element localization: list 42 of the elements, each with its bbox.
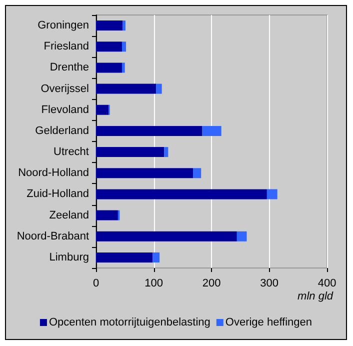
bar [202,126,222,136]
y-tick-label: Noord-Holland [18,167,89,180]
bar [96,84,156,94]
y-tick-label: Friesland [44,40,89,53]
bar [96,147,164,158]
x-axis-title: mln gld [298,290,334,302]
bar [96,126,202,136]
y-tick-label: Drenthe [50,62,89,74]
bar [96,42,122,52]
y-tick-label: Utrecht [54,146,89,158]
bar [193,168,202,178]
bar [96,231,237,242]
bar [96,189,267,200]
x-tick-label: 400 [318,278,336,290]
bar [96,252,153,262]
y-tick-label: Zuid-Holland [26,188,89,200]
y-tick-label: Flevoland [41,104,89,116]
legend-label: Overige heffingen [225,316,312,328]
bar [122,62,125,73]
y-tick-label: Zeeland [49,209,89,222]
x-tick-label: 200 [202,278,221,290]
bar [96,168,194,178]
bar [236,231,247,242]
bar [96,210,118,220]
bar [96,62,122,73]
y-tick-label: Limburg [49,251,89,264]
bar [152,252,160,262]
x-tick-label: 300 [260,278,278,290]
bar [156,84,162,94]
bar [122,42,126,52]
legend-label: Opcenten motorrijtuigenbelasting [48,316,210,328]
y-tick-label: Overijssel [40,82,89,95]
bar [122,20,126,31]
x-tick-label: 100 [144,278,163,290]
y-tick-label: Noord-Brabant [16,230,89,242]
bar [96,20,123,31]
bar [266,189,278,200]
x-tick-label: 0 [92,278,100,290]
y-tick-label: Gelderland [35,124,89,137]
bar [96,104,109,115]
bar [164,147,168,158]
y-tick-label: Groningen [38,20,89,32]
